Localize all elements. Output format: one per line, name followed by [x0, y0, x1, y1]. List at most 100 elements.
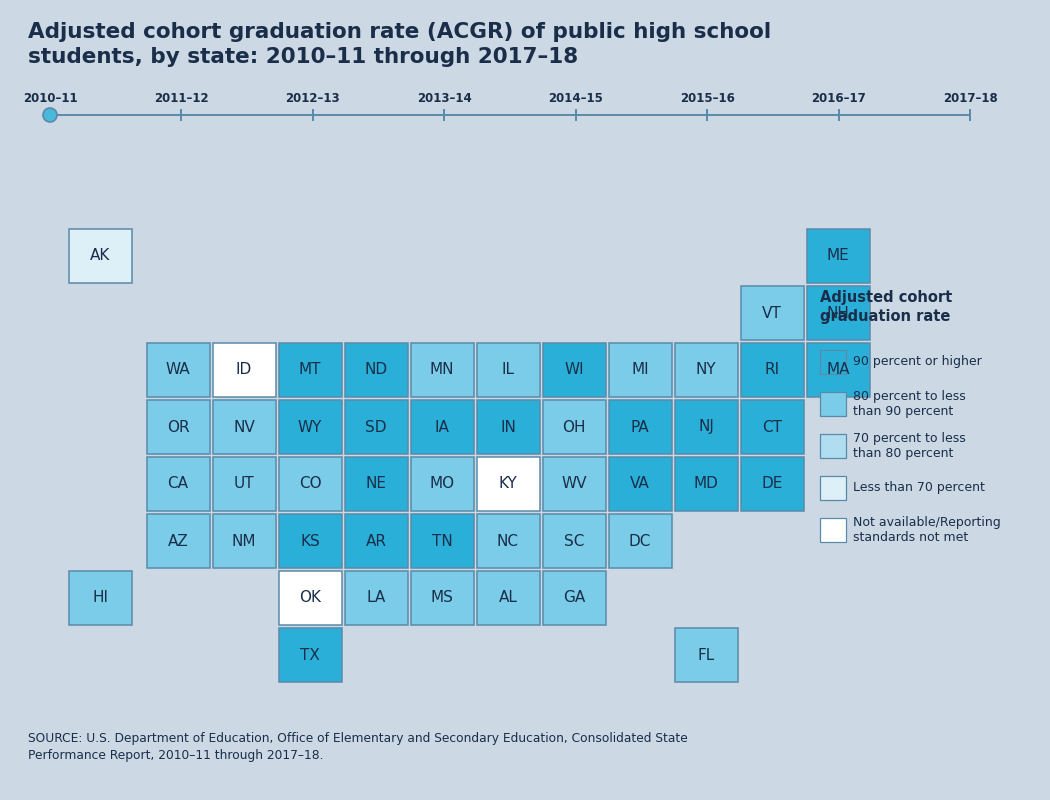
FancyBboxPatch shape [344, 343, 407, 397]
Text: 90 percent or higher: 90 percent or higher [853, 355, 982, 369]
Text: UT: UT [234, 477, 254, 491]
Text: NE: NE [365, 477, 386, 491]
Text: ME: ME [826, 249, 849, 263]
Text: AR: AR [365, 534, 386, 549]
Text: MS: MS [430, 590, 454, 606]
Text: TN: TN [432, 534, 453, 549]
FancyBboxPatch shape [278, 514, 341, 568]
Text: SC: SC [564, 534, 584, 549]
FancyBboxPatch shape [740, 457, 803, 511]
Text: 2010–11: 2010–11 [23, 92, 78, 105]
Text: 2012–13: 2012–13 [286, 92, 340, 105]
Text: MI: MI [631, 362, 649, 378]
Text: OK: OK [299, 590, 321, 606]
FancyBboxPatch shape [411, 514, 474, 568]
Text: CT: CT [762, 419, 782, 434]
Text: KY: KY [499, 477, 518, 491]
FancyBboxPatch shape [820, 434, 846, 458]
Text: FL: FL [697, 647, 715, 662]
Text: ID: ID [236, 362, 252, 378]
Text: IN: IN [500, 419, 516, 434]
FancyBboxPatch shape [68, 229, 131, 283]
Text: MO: MO [429, 477, 455, 491]
FancyBboxPatch shape [674, 343, 737, 397]
Text: OH: OH [562, 419, 586, 434]
FancyBboxPatch shape [212, 514, 275, 568]
Text: DE: DE [761, 477, 782, 491]
FancyBboxPatch shape [609, 400, 672, 454]
Text: NC: NC [497, 534, 519, 549]
Text: 2011–12: 2011–12 [154, 92, 209, 105]
Text: WA: WA [166, 362, 190, 378]
FancyBboxPatch shape [740, 343, 803, 397]
FancyBboxPatch shape [609, 343, 672, 397]
FancyBboxPatch shape [344, 514, 407, 568]
FancyBboxPatch shape [820, 476, 846, 500]
Text: AL: AL [499, 590, 518, 606]
Text: SD: SD [365, 419, 386, 434]
FancyBboxPatch shape [212, 343, 275, 397]
FancyBboxPatch shape [609, 457, 672, 511]
FancyBboxPatch shape [68, 571, 131, 625]
FancyBboxPatch shape [344, 571, 407, 625]
FancyBboxPatch shape [543, 571, 606, 625]
Text: 2015–16: 2015–16 [679, 92, 735, 105]
Text: GA: GA [563, 590, 585, 606]
FancyBboxPatch shape [212, 400, 275, 454]
Text: AK: AK [90, 249, 110, 263]
Text: MT: MT [299, 362, 321, 378]
FancyBboxPatch shape [278, 571, 341, 625]
FancyBboxPatch shape [477, 514, 540, 568]
Text: VT: VT [762, 306, 782, 321]
FancyBboxPatch shape [344, 457, 407, 511]
Text: 80 percent to less
than 90 percent: 80 percent to less than 90 percent [853, 390, 966, 418]
FancyBboxPatch shape [820, 350, 846, 374]
Text: RI: RI [764, 362, 779, 378]
FancyBboxPatch shape [543, 514, 606, 568]
Text: MA: MA [826, 362, 849, 378]
Text: Less than 70 percent: Less than 70 percent [853, 482, 985, 494]
Text: NM: NM [232, 534, 256, 549]
FancyBboxPatch shape [477, 400, 540, 454]
Text: WV: WV [562, 477, 587, 491]
FancyBboxPatch shape [212, 457, 275, 511]
Text: DC: DC [629, 534, 651, 549]
Text: WY: WY [298, 419, 322, 434]
FancyBboxPatch shape [543, 400, 606, 454]
FancyBboxPatch shape [477, 343, 540, 397]
Text: NV: NV [233, 419, 255, 434]
Text: VA: VA [630, 477, 650, 491]
Text: CA: CA [168, 477, 189, 491]
Text: HI: HI [92, 590, 108, 606]
Text: AZ: AZ [168, 534, 188, 549]
FancyBboxPatch shape [740, 286, 803, 340]
FancyBboxPatch shape [806, 343, 869, 397]
FancyBboxPatch shape [411, 400, 474, 454]
Text: IA: IA [435, 419, 449, 434]
FancyBboxPatch shape [147, 457, 210, 511]
Text: WI: WI [564, 362, 584, 378]
Text: PA: PA [631, 419, 649, 434]
FancyBboxPatch shape [674, 457, 737, 511]
FancyBboxPatch shape [806, 229, 869, 283]
FancyBboxPatch shape [674, 400, 737, 454]
FancyBboxPatch shape [674, 628, 737, 682]
Circle shape [43, 108, 57, 122]
FancyBboxPatch shape [147, 514, 210, 568]
FancyBboxPatch shape [477, 457, 540, 511]
FancyBboxPatch shape [543, 343, 606, 397]
FancyBboxPatch shape [411, 457, 474, 511]
FancyBboxPatch shape [278, 457, 341, 511]
Text: MN: MN [429, 362, 455, 378]
Text: Not available/Reporting
standards not met: Not available/Reporting standards not me… [853, 516, 1001, 544]
Text: IL: IL [502, 362, 514, 378]
Text: NJ: NJ [698, 419, 714, 434]
FancyBboxPatch shape [344, 400, 407, 454]
FancyBboxPatch shape [147, 400, 210, 454]
FancyBboxPatch shape [147, 343, 210, 397]
FancyBboxPatch shape [278, 343, 341, 397]
Text: LA: LA [366, 590, 385, 606]
Text: TX: TX [300, 647, 320, 662]
FancyBboxPatch shape [278, 628, 341, 682]
Text: CO: CO [298, 477, 321, 491]
